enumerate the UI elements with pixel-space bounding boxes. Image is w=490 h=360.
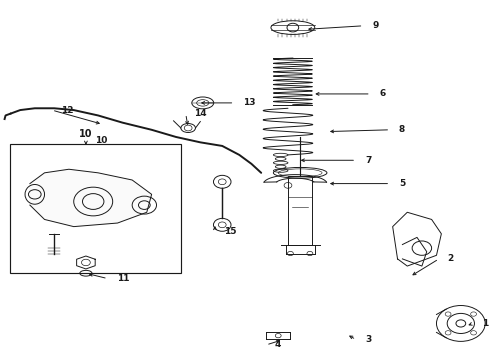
Text: 2: 2 [448,255,454,264]
Text: 3: 3 [365,335,371,344]
Text: 8: 8 [399,125,405,134]
Text: 7: 7 [365,156,371,165]
Text: 10: 10 [95,136,107,145]
Text: 14: 14 [195,109,207,118]
Text: 10: 10 [79,129,93,139]
Text: 1: 1 [482,319,488,328]
Text: 4: 4 [275,341,281,350]
Text: 12: 12 [61,105,73,114]
Text: 5: 5 [399,179,405,188]
Text: 9: 9 [372,21,379,30]
Bar [289,176,312,244]
Bar [10,144,181,273]
Text: 11: 11 [117,274,129,283]
Text: 6: 6 [380,89,386,98]
Text: 13: 13 [243,98,256,107]
Text: 15: 15 [224,228,236,237]
